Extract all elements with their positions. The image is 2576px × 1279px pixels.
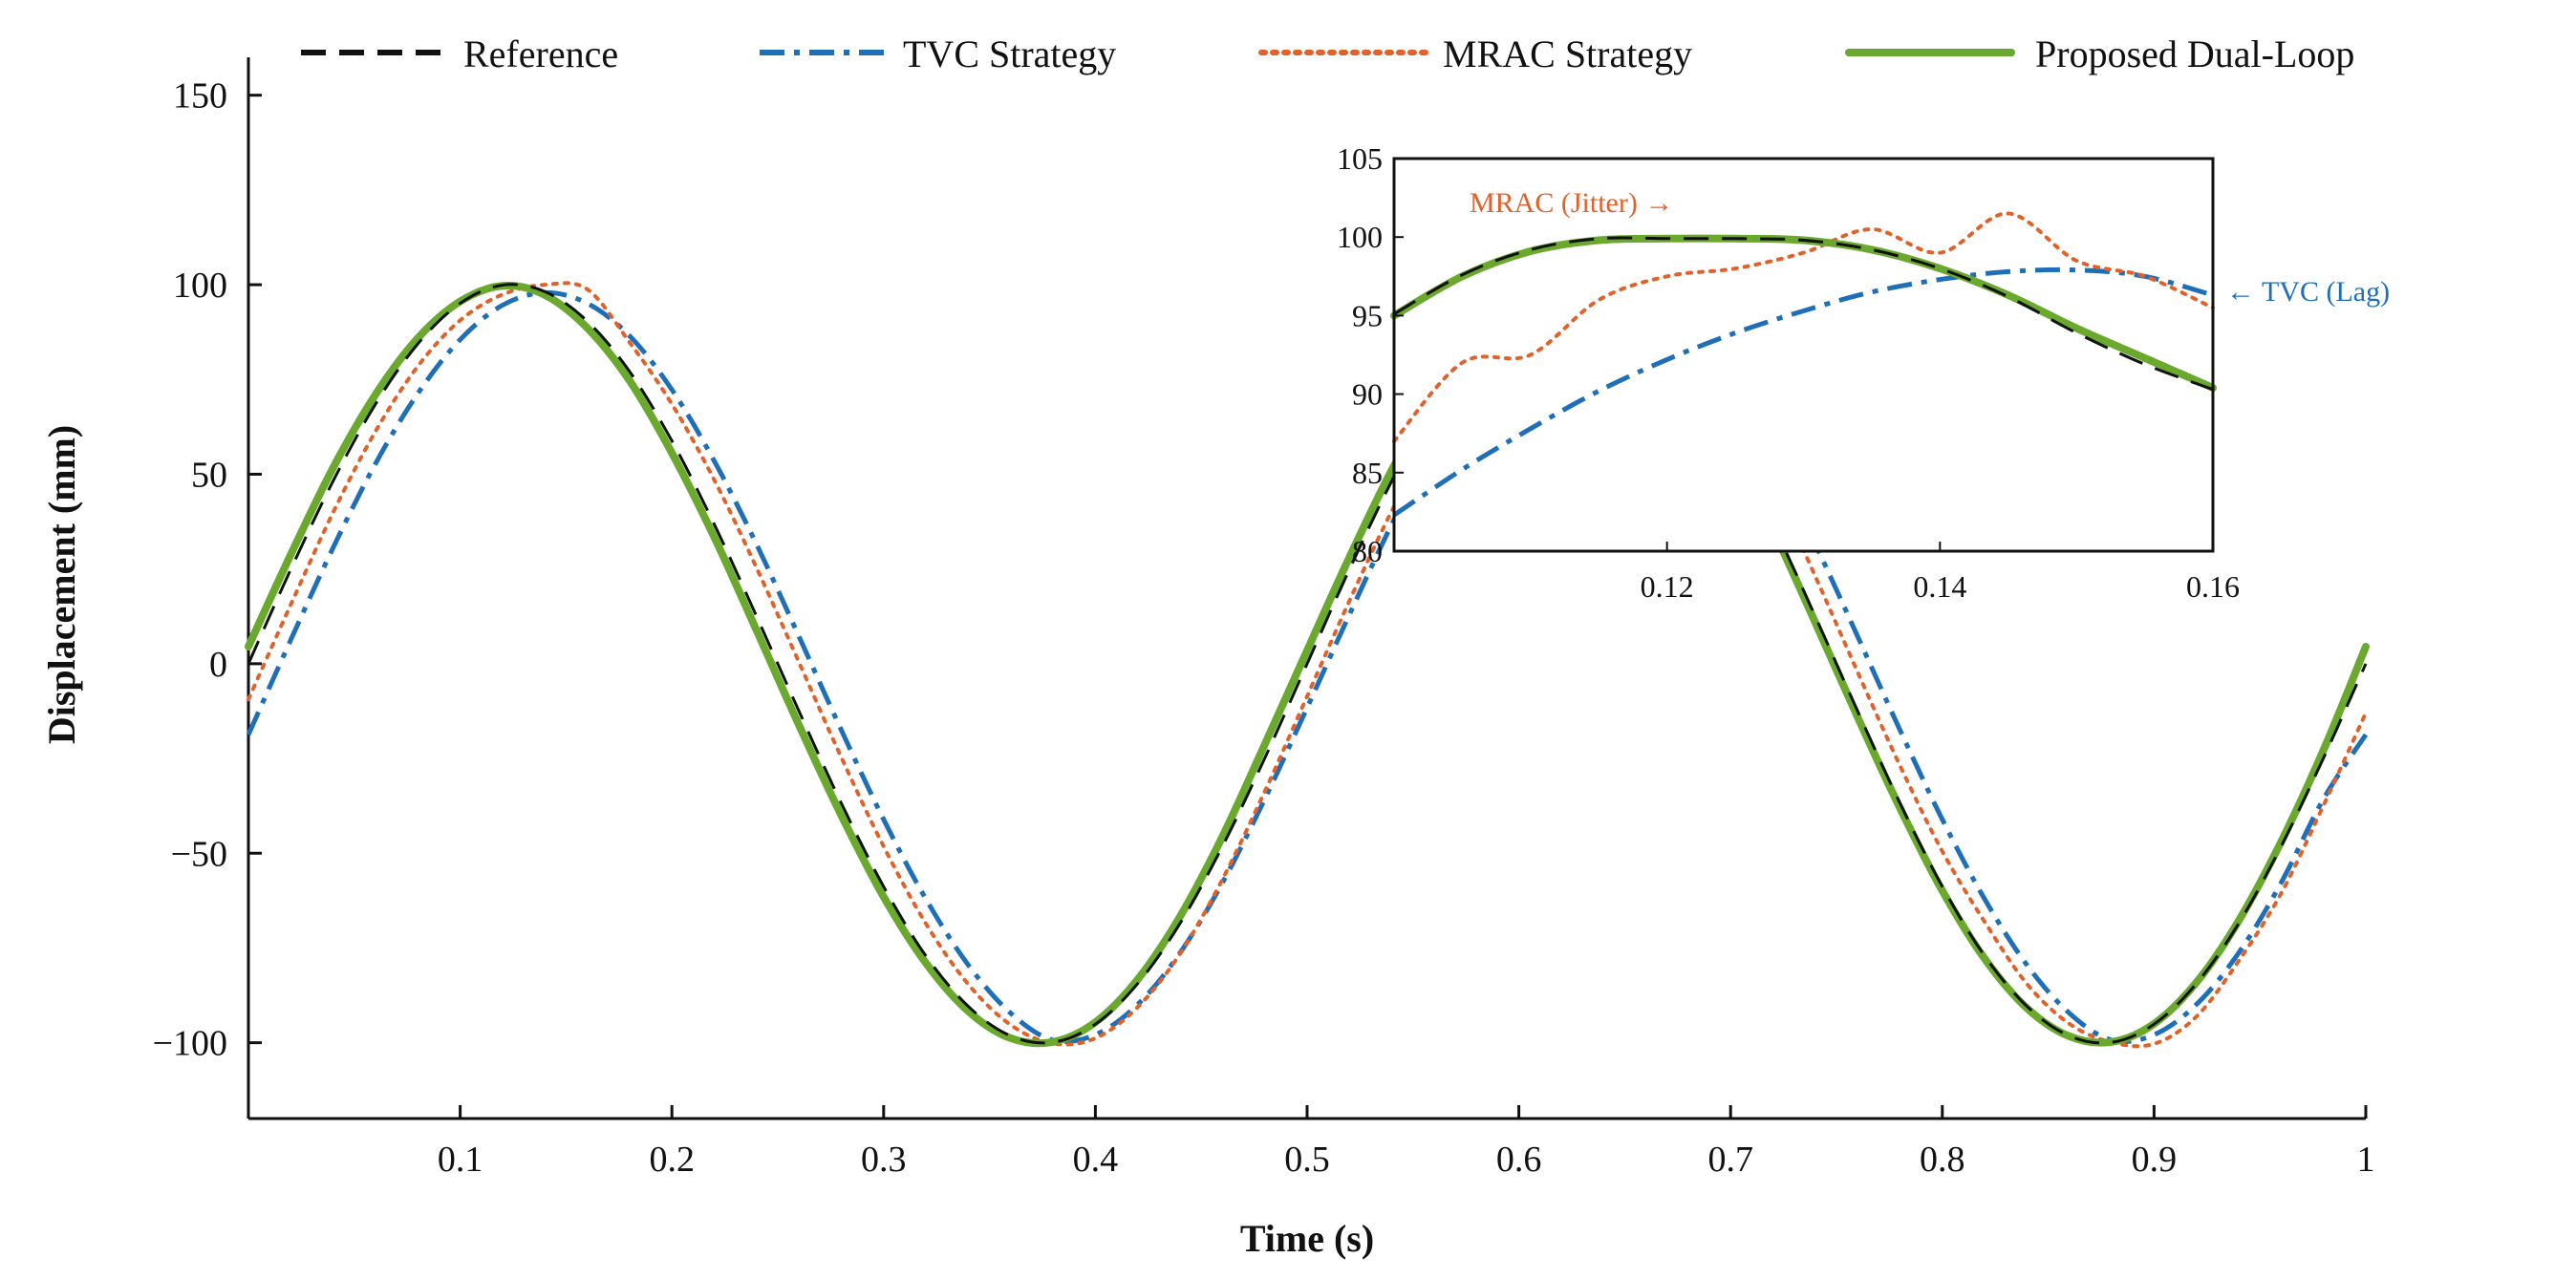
- legend: Reference TVC Strategy MRAC Strategy Pro…: [301, 32, 2354, 75]
- x-tick-label: 0.2: [649, 1140, 695, 1180]
- x-tick-label: 0.5: [1284, 1140, 1330, 1180]
- inset-series-line-tvc-strategy: [1392, 266, 2214, 518]
- inset-y-tick-label: 80: [1352, 534, 1383, 568]
- legend-label-mrac: MRAC Strategy: [1443, 32, 1692, 75]
- x-tick-label: 0.1: [438, 1140, 483, 1180]
- x-tick-label: 0.6: [1496, 1140, 1542, 1180]
- inset-x-tick-label: 0.14: [1913, 569, 1966, 604]
- legend-label-proposed: Proposed Dual-Loop: [2035, 32, 2354, 75]
- main-series: [245, 281, 2370, 1049]
- inset-y-tick-label: 85: [1352, 456, 1383, 490]
- inset-border: [1392, 157, 2215, 553]
- x-tick-label: 0.3: [861, 1140, 907, 1180]
- series-line-reference: [247, 283, 2368, 1045]
- y-tick-label: 100: [173, 266, 227, 306]
- inset-series-line-mrac-strategy: [1392, 211, 2215, 443]
- inset-x-ticks: 0.12 0.14 0.16: [1641, 542, 2240, 604]
- inset-x-tick-label: 0.12: [1641, 569, 1694, 604]
- y-axis-title: Displacement (mm): [40, 425, 83, 744]
- y-tick-label: 50: [191, 455, 227, 495]
- x-tick-label: 0.4: [1073, 1140, 1119, 1180]
- x-tick-label: 0.9: [2132, 1140, 2178, 1180]
- legend-label-reference: Reference: [463, 32, 618, 75]
- x-axis-title: Time (s): [1240, 1217, 1374, 1260]
- y-tick-label: 0: [209, 645, 227, 685]
- inset-y-tick-label: 100: [1337, 220, 1383, 254]
- y-ticks: −100 −50 0 50 100 150: [153, 76, 262, 1064]
- x-tick-label: 1: [2357, 1140, 2375, 1180]
- annotation-mrac-jitter: MRAC (Jitter) →: [1470, 187, 1673, 219]
- annotation-tvc-lag: ← TVC (Lag): [2226, 276, 2390, 308]
- y-tick-label: −100: [153, 1024, 227, 1064]
- legend-label-tvc: TVC Strategy: [903, 32, 1116, 75]
- inset-y-tick-label: 105: [1337, 141, 1383, 176]
- inset-y-ticks: 80 85 90 95 100 105: [1337, 141, 1404, 568]
- x-tick-label: 0.7: [1707, 1140, 1753, 1180]
- inset-x-tick-label: 0.16: [2186, 569, 2240, 604]
- inset-zoom: 0.12 0.14 0.16 80 85 90 95 100 105 MRAC (Jitter…: [1337, 141, 2390, 604]
- x-tick-label: 0.8: [1920, 1140, 1965, 1180]
- inset-series: [1390, 211, 2217, 518]
- inset-y-tick-label: 90: [1352, 377, 1383, 412]
- series-line-mrac-strategy: [247, 281, 2368, 1049]
- inset-y-tick-label: 95: [1352, 298, 1383, 332]
- x-ticks: 0.1 0.2 0.3 0.4 0.5 0.6 0.7 0.8 0.9 1: [438, 1105, 2375, 1180]
- y-tick-label: −50: [171, 834, 227, 874]
- y-tick-label: 150: [173, 76, 227, 117]
- series-line-tvc-strategy: [246, 285, 2369, 1044]
- series-line-proposed-dual-loop: [245, 281, 2370, 1048]
- inset-series-line-reference: [1393, 236, 2214, 392]
